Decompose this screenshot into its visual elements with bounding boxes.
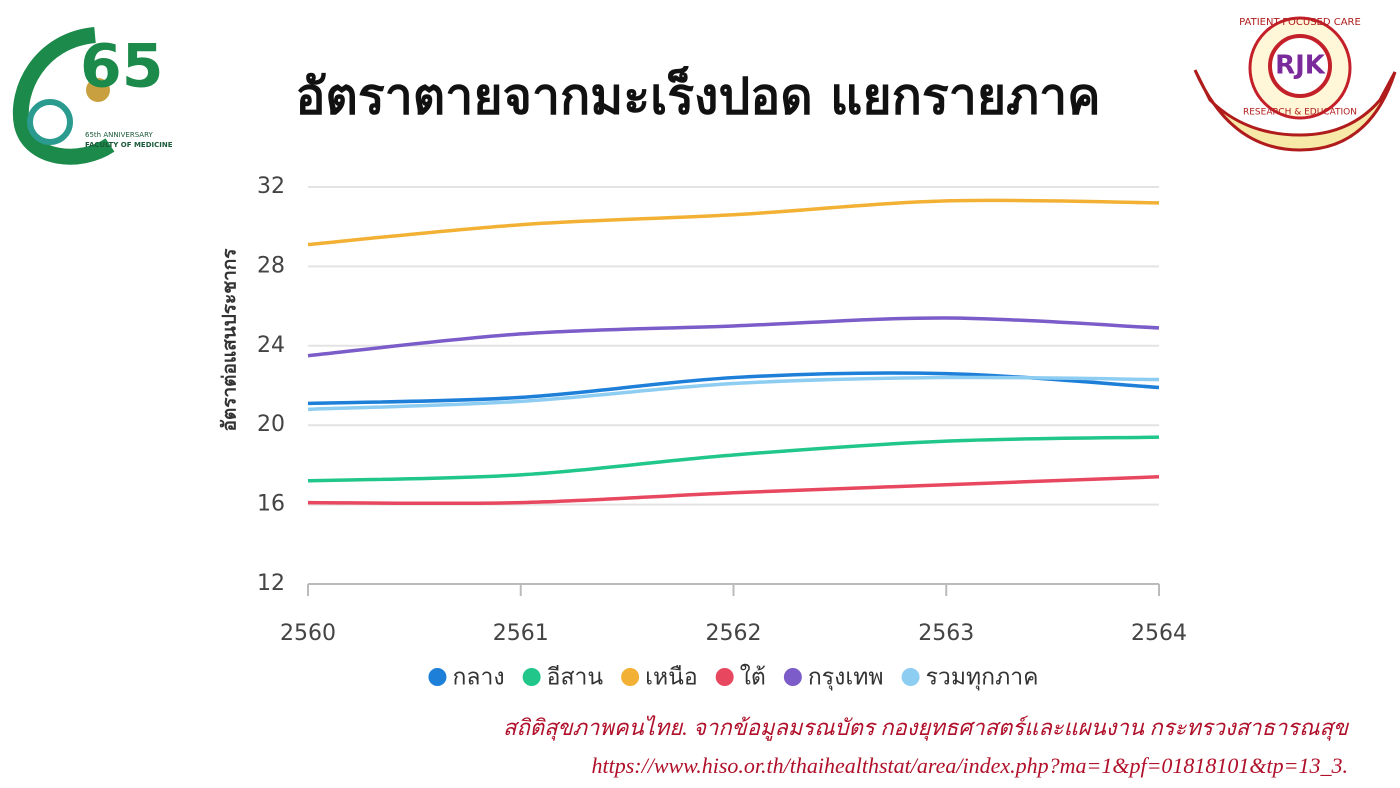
logo-caption: 65th ANNIVERSARY [85, 131, 153, 139]
logo-arc [12, 27, 115, 165]
legend-label: รวมทุกภาค [926, 665, 1039, 691]
rjk-logo: RJK PATIENT-FOCUSED CARE RESEARCH & EDUC… [1193, 16, 1397, 152]
legend-label: ใต้ [740, 664, 766, 691]
series-line [307, 475, 1160, 506]
x-tick-label: 2560 [280, 621, 336, 646]
source-url: https://www.hiso.or.th/thaihealthstat/ar… [592, 753, 1349, 778]
x-tick-label: 2563 [918, 621, 974, 646]
legend-label: เหนือ [645, 665, 698, 691]
x-tick-label: 2564 [1131, 621, 1187, 646]
logo-emblem [86, 78, 110, 102]
legend-label: กรุงเทพ [808, 665, 884, 691]
source-text: สถิติสุขภาพคนไทย. จากข้อมูลมรณบัตร กองยุ… [503, 715, 1350, 741]
legend-marker [901, 668, 920, 686]
legend-marker [522, 668, 541, 686]
logo-faculty: FACULTY OF MEDICINE [85, 141, 173, 149]
series-line [307, 375, 1160, 412]
y-tick-label: 20 [257, 412, 285, 437]
legend-marker [783, 668, 802, 686]
series-line [307, 435, 1160, 483]
series-line [307, 198, 1160, 247]
logo-mark: RJK [1275, 51, 1326, 81]
y-axis-label: อัตราต่อแสนประชากร [219, 248, 241, 432]
slide-title: อัตราตายจากมะเร็งปอด แยกรายภาค [295, 66, 1100, 126]
series-line [307, 316, 1160, 358]
legend-marker [621, 668, 640, 686]
y-tick-label: 12 [257, 571, 285, 596]
x-tick-label: 2562 [706, 621, 762, 646]
y-tick-label: 24 [257, 333, 285, 358]
x-tick-label: 2561 [493, 621, 549, 646]
y-tick-label: 32 [257, 174, 285, 199]
logo-ring [27, 99, 73, 145]
logo-number: 65 [80, 32, 164, 102]
y-tick-label: 16 [257, 492, 285, 517]
logo-bottom-text: RESEARCH & EDUCATION [1243, 108, 1357, 118]
logo-ribbon [1193, 69, 1397, 152]
legend-label: กลาง [452, 665, 504, 691]
legend-marker [715, 668, 734, 686]
legend-marker [428, 668, 447, 686]
faculty-logo: 65 65th ANNIVERSARY FACULTY OF MEDICINE [12, 27, 173, 165]
logo-top-text: PATIENT-FOCUSED CARE [1239, 17, 1361, 28]
legend-label: อีสาน [547, 665, 604, 691]
y-tick-label: 28 [257, 253, 285, 278]
logo-inner [1268, 34, 1332, 98]
